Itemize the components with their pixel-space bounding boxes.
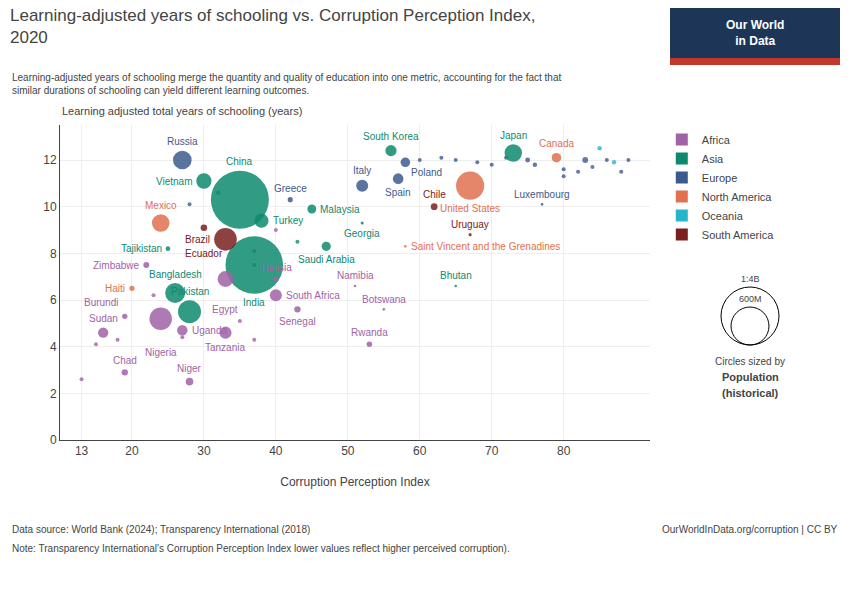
svg-text:6: 6 [50,293,57,307]
svg-text:Haiti: Haiti [105,283,125,294]
svg-text:Canada: Canada [539,138,574,149]
svg-text:8: 8 [50,247,57,261]
svg-text:Greece: Greece [274,183,307,194]
svg-text:Data source: World Bank (2024): Data source: World Bank (2024); Transpar… [12,524,310,535]
svg-text:Tajikistan: Tajikistan [121,243,162,254]
svg-text:China: China [226,156,253,167]
svg-text:Bhutan: Bhutan [440,270,472,281]
svg-text:Rwanda: Rwanda [351,327,388,338]
svg-text:50: 50 [341,444,355,458]
svg-text:Pakistan: Pakistan [171,286,209,297]
svg-text:Our Worldin Data: Our Worldin Data [726,18,784,48]
svg-text:Turkey: Turkey [273,215,303,226]
svg-text:Circles sized by: Circles sized by [715,356,785,367]
svg-text:20: 20 [125,444,139,458]
svg-text:30: 30 [197,444,211,458]
svg-text:Saint Vincent and the Grenadin: Saint Vincent and the Grenadines [411,241,560,252]
svg-text:Luxembourg: Luxembourg [514,189,570,200]
svg-text:(historical): (historical) [722,387,779,399]
svg-text:Botswana: Botswana [362,294,406,305]
svg-text:South America: South America [702,229,774,241]
svg-text:Population: Population [722,371,779,383]
svg-text:70: 70 [485,444,499,458]
svg-text:Africa: Africa [702,134,731,146]
svg-text:Russia: Russia [167,136,198,147]
svg-text:80: 80 [557,444,571,458]
svg-text:2: 2 [50,387,57,401]
svg-text:Brazil: Brazil [185,234,210,245]
svg-text:United States: United States [440,203,500,214]
svg-text:Nigeria: Nigeria [145,347,177,358]
svg-text:Senegal: Senegal [279,316,316,327]
svg-text:North America: North America [702,191,773,203]
svg-text:Japan: Japan [500,130,527,141]
svg-text:Tanzania: Tanzania [205,342,245,353]
svg-text:Uganda: Uganda [192,325,227,336]
svg-text:Learning-adjusted years of sch: Learning-adjusted years of schooling mer… [12,72,561,96]
svg-text:India: India [243,297,265,308]
svg-text:Learning adjusted total years: Learning adjusted total years of schooli… [62,105,302,117]
svg-text:Egypt: Egypt [212,304,238,315]
svg-text:0: 0 [50,433,57,447]
svg-text:Uruguay: Uruguay [451,219,489,230]
svg-text:Corruption Perception Index: Corruption Perception Index [280,475,429,489]
svg-text:South Korea: South Korea [363,131,419,142]
svg-text:Europe: Europe [702,172,737,184]
svg-text:Oceania: Oceania [702,210,744,222]
svg-text:Saudi Arabia: Saudi Arabia [298,254,355,265]
svg-text:Bangladesh: Bangladesh [149,269,202,280]
svg-text:12: 12 [43,153,57,167]
svg-text:Sudan: Sudan [89,313,118,324]
svg-text:Niger: Niger [177,363,202,374]
svg-text:1:4B: 1:4B [741,274,760,284]
svg-text:Namibia: Namibia [337,270,374,281]
svg-text:Georgia: Georgia [344,228,380,239]
svg-text:10: 10 [43,200,57,214]
svg-text:Burundi: Burundi [84,297,118,308]
svg-text:Note: Transparency Internation: Note: Transparency International's Corru… [12,543,510,554]
svg-text:Chile: Chile [423,189,446,200]
svg-text:Learning-adjusted years of sch: Learning-adjusted years of schooling vs.… [10,6,535,47]
svg-text:OurWorldInData.org/corruption: OurWorldInData.org/corruption | CC BY [662,524,838,535]
svg-text:600M: 600M [739,294,762,304]
svg-text:Tunisia: Tunisia [260,262,292,273]
svg-text:Italy: Italy [353,165,371,176]
svg-text:South Africa: South Africa [286,290,340,301]
svg-text:Zimbabwe: Zimbabwe [93,260,140,271]
svg-text:60: 60 [413,444,427,458]
svg-text:Malaysia: Malaysia [320,204,360,215]
svg-text:40: 40 [269,444,283,458]
svg-text:Poland: Poland [411,167,442,178]
svg-text:4: 4 [50,340,57,354]
svg-text:13: 13 [75,444,89,458]
svg-text:Mexico: Mexico [145,200,177,211]
svg-text:Asia: Asia [702,153,724,165]
svg-text:Spain: Spain [385,187,411,198]
svg-text:Vietnam: Vietnam [156,176,193,187]
svg-text:Chad: Chad [113,355,137,366]
svg-text:Ecuador: Ecuador [185,248,223,259]
